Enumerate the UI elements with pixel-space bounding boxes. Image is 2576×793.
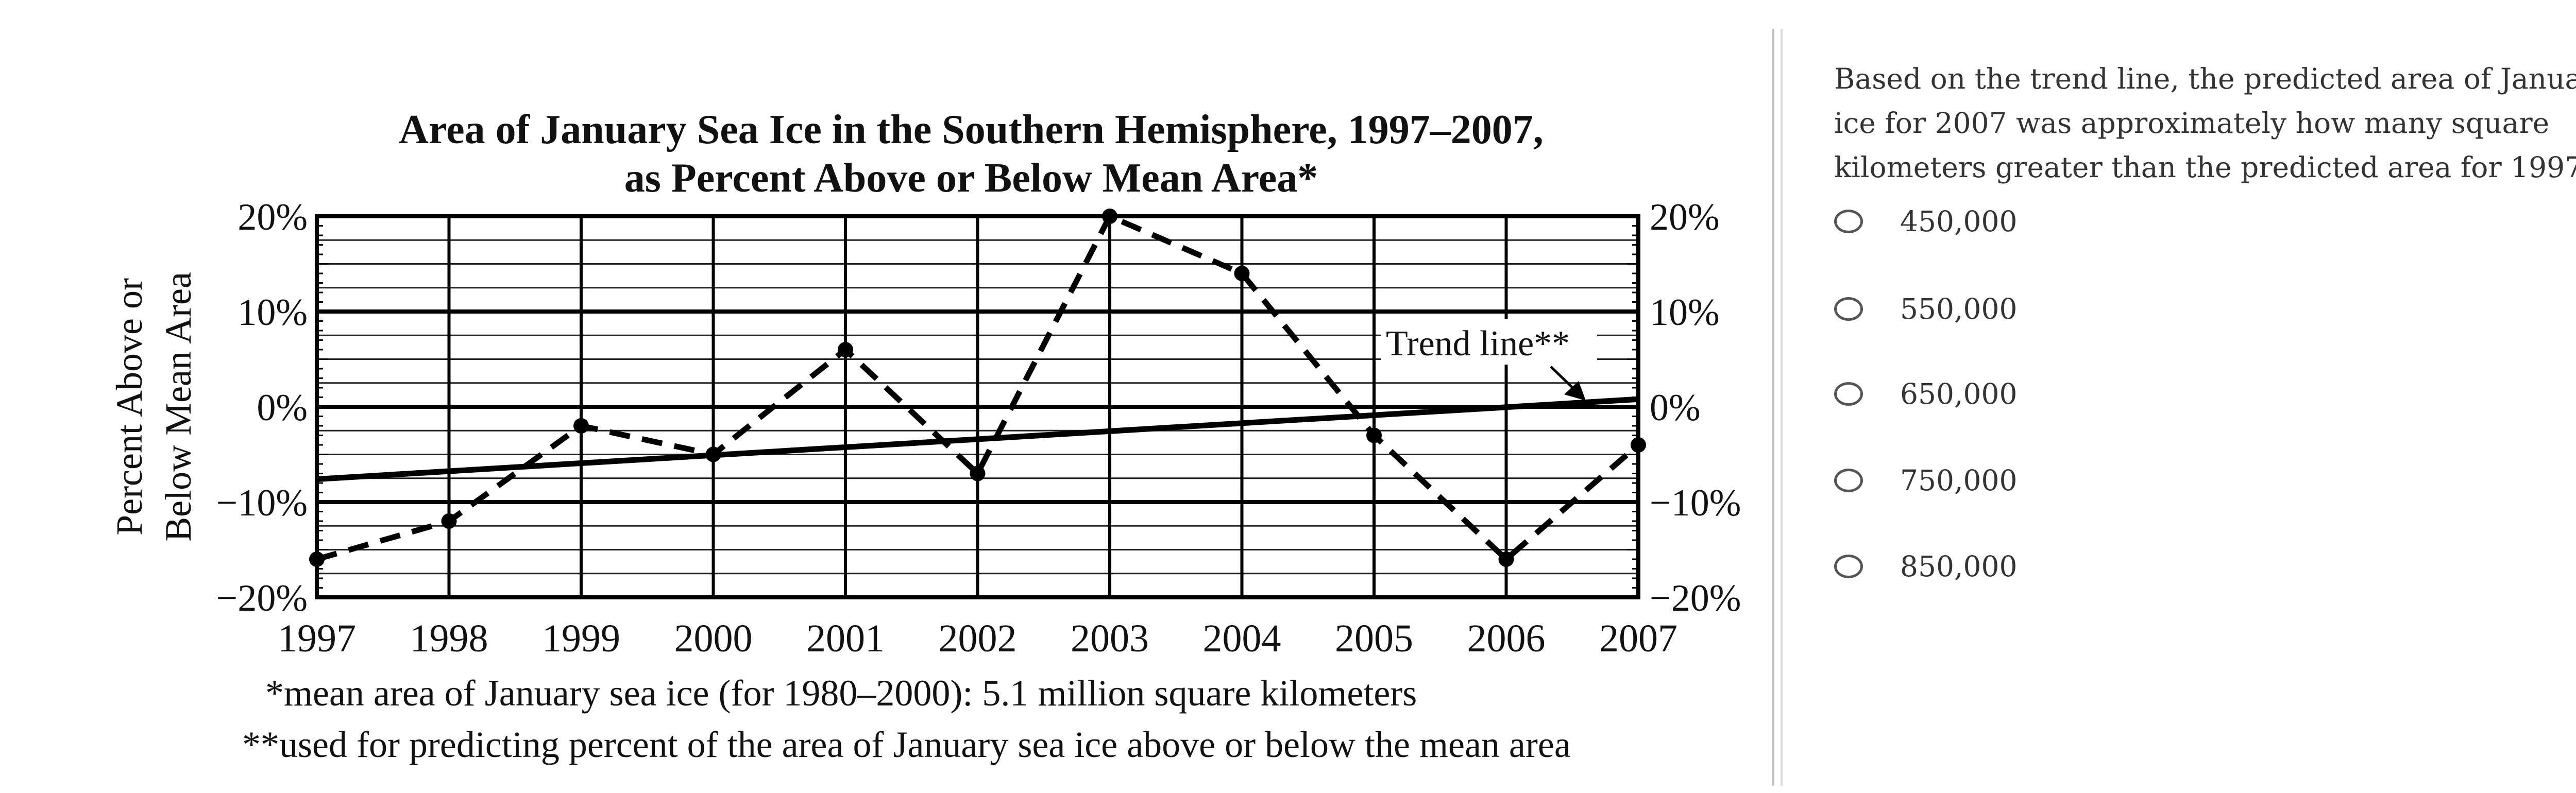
footnote-mean-area: *mean area of January sea ice (for 1980–…	[265, 673, 1417, 714]
answer-choice-5[interactable]: 850,000	[1834, 546, 2017, 587]
answer-choice-label: 850,000	[1900, 550, 2018, 583]
trend-line-label: Trend line**	[1386, 324, 1570, 364]
x-tick-label: 2004	[1203, 617, 1281, 660]
plot-frame	[315, 214, 1640, 599]
answer-choice-3[interactable]: 650,000	[1834, 373, 2017, 415]
data-series-line	[316, 213, 1640, 562]
answer-choice-label: 750,000	[1900, 464, 2018, 497]
x-tick-label: 2002	[939, 617, 1017, 660]
data-point	[1234, 266, 1250, 281]
data-point	[1102, 209, 1117, 224]
answer-choice-label: 450,000	[1900, 205, 2018, 238]
data-point	[573, 418, 589, 434]
trend-line	[316, 396, 1639, 482]
x-tick-label: 2000	[674, 617, 753, 660]
y-tick-label-right: 0%	[1650, 387, 1701, 429]
answer-choice-2[interactable]: 550,000	[1834, 288, 2017, 330]
data-point	[705, 446, 721, 462]
radio-button-icon[interactable]	[1834, 297, 1863, 321]
y-tick-label-left: 10%	[238, 291, 308, 334]
data-point	[1631, 437, 1646, 453]
y-tick-label-right: −20%	[1650, 577, 1741, 619]
x-tick-label: 1997	[278, 617, 356, 660]
x-tick-label: 1998	[410, 617, 488, 660]
data-point	[1366, 427, 1382, 443]
data-point	[309, 551, 325, 567]
answer-choice-label: 650,000	[1900, 377, 2018, 410]
y-tick-label-right: 10%	[1650, 291, 1720, 334]
radio-button-icon[interactable]	[1834, 210, 1863, 233]
y-axis-label-line2: Below Mean Area	[158, 272, 199, 542]
y-tick-label-left: 0%	[257, 387, 308, 429]
panel-divider	[1772, 29, 1774, 786]
y-tick-label-left: 20%	[238, 196, 308, 238]
x-tick-label: 2007	[1599, 617, 1677, 660]
x-tick-label: 2001	[806, 617, 885, 660]
data-point	[838, 342, 853, 357]
data-point	[970, 466, 986, 481]
trend-label-background	[1381, 319, 1597, 365]
y-axis-label-line1: Percent Above or	[109, 278, 150, 536]
question-text: Based on the trend line, the predicted a…	[1834, 62, 2576, 184]
radio-button-icon[interactable]	[1834, 555, 1863, 578]
radio-button-icon[interactable]	[1834, 382, 1863, 406]
x-tick-label: 1999	[542, 617, 620, 660]
x-tick-label: 2005	[1335, 617, 1413, 660]
chart-title: Area of January Sea Ice in the Southern …	[399, 107, 1543, 152]
answer-choice-4[interactable]: 750,000	[1834, 460, 2017, 501]
radio-button-icon[interactable]	[1834, 469, 1863, 492]
y-tick-label-right: 20%	[1650, 196, 1720, 238]
panel-divider-shadow	[1781, 29, 1783, 786]
chart-panel: Trend line** 20% 20% 10% 10% 0% 0% −10% −10% −20%…	[109, 107, 1741, 765]
trend-label-arrowhead	[1564, 381, 1586, 401]
x-tick-label: 2006	[1467, 617, 1546, 660]
chart-subtitle: as Percent Above or Below Mean Area*	[624, 156, 1318, 201]
y-tick-label-left: −20%	[216, 577, 308, 619]
y-tick-label-left: −10%	[216, 482, 308, 524]
footnote-trend-line: **used for predicting percent of the are…	[242, 724, 1571, 765]
data-point	[441, 513, 457, 529]
question-panel: Based on the trend line, the predicted a…	[1834, 57, 2576, 583]
x-tick-label: 2003	[1071, 617, 1149, 660]
sea-ice-chart: Trend line** 20% 20% 10% 10% 0% 0% −10% −10% −20%…	[109, 107, 1741, 765]
y-tick-label-right: −10%	[1650, 482, 1741, 524]
answer-choice-1[interactable]: 450,000	[1834, 201, 2017, 242]
data-point	[1498, 551, 1514, 567]
answer-choice-label: 550,000	[1900, 292, 2018, 325]
